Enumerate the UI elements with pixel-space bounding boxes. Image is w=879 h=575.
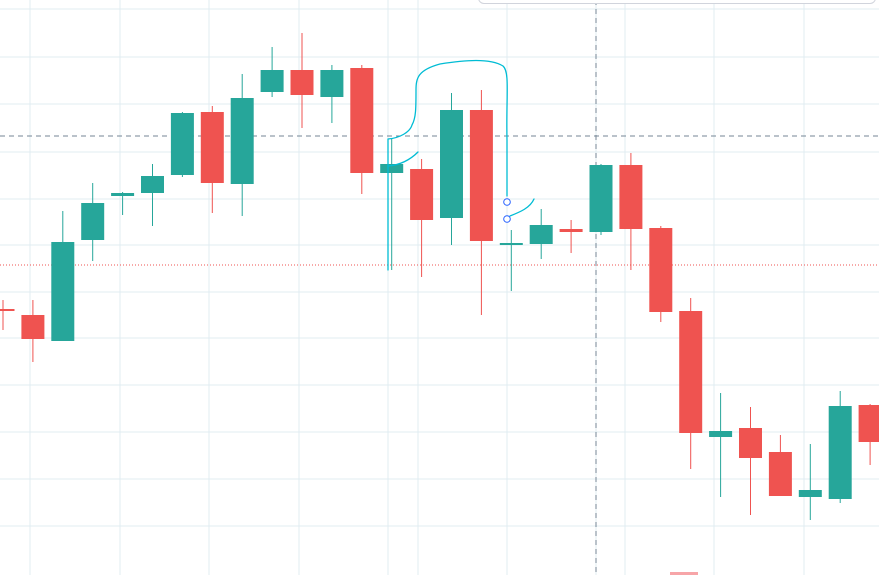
candle-down[interactable] (0, 300, 15, 330)
candle-down[interactable] (768, 435, 792, 496)
candle-body (619, 165, 643, 229)
candle-body (350, 68, 374, 173)
candle-down[interactable] (559, 220, 583, 253)
candle-body (828, 406, 852, 499)
candle-up[interactable] (499, 230, 523, 291)
candle-body (768, 452, 792, 496)
candle-body (81, 203, 105, 240)
candle-up[interactable] (230, 74, 254, 216)
candle-up[interactable] (709, 393, 733, 497)
candle-up[interactable] (260, 47, 284, 97)
candle-up[interactable] (380, 139, 404, 270)
candle-down[interactable] (739, 407, 762, 515)
candle-body (589, 165, 613, 232)
candle-up[interactable] (111, 192, 135, 215)
candle-body (529, 225, 553, 244)
freehand-drawing[interactable] (387, 59, 535, 271)
drawing-handle[interactable] (503, 215, 511, 223)
candle-body (709, 431, 733, 437)
candle-body (170, 113, 194, 175)
candle-down[interactable] (350, 65, 374, 194)
candle-body (440, 110, 463, 218)
candle-up[interactable] (51, 211, 75, 341)
candle-body (798, 490, 822, 497)
candle-body (260, 70, 284, 92)
candle-body (469, 110, 493, 241)
candle-body (111, 193, 135, 196)
candle-up[interactable] (440, 93, 463, 245)
drawing-stroke-end (509, 198, 535, 217)
drawing-handle[interactable] (503, 198, 511, 206)
candle-down[interactable] (619, 153, 643, 270)
candle-down[interactable] (469, 90, 493, 315)
candle-up[interactable] (798, 444, 822, 520)
candle-down[interactable] (679, 298, 703, 469)
candle-up[interactable] (589, 164, 613, 235)
floating-toolbar-edge[interactable] (478, 0, 876, 4)
price-axis-marker (670, 572, 698, 575)
candle-body (0, 309, 15, 311)
candle-up[interactable] (828, 391, 852, 503)
candle-up[interactable] (320, 65, 344, 123)
candle-up[interactable] (81, 183, 105, 261)
candle-up[interactable] (141, 164, 164, 226)
candle-body (858, 405, 879, 442)
candle-body (499, 243, 523, 245)
candle-body (51, 242, 75, 341)
candle-down[interactable] (200, 106, 224, 213)
candle-down[interactable] (649, 226, 673, 322)
candle-body (200, 112, 224, 183)
drawing-stroke-bracket (387, 59, 508, 271)
candle-body (649, 228, 673, 312)
candle-down[interactable] (410, 159, 434, 277)
candle-up[interactable] (529, 209, 553, 259)
candle-down[interactable] (290, 33, 314, 128)
candle-body (679, 311, 703, 433)
candle-down[interactable] (21, 300, 45, 362)
candle-body (141, 176, 164, 193)
drawing-stroke-tick (387, 151, 419, 167)
candle-up[interactable] (170, 112, 194, 177)
candle-body (380, 164, 404, 173)
candle-body (739, 428, 762, 458)
candle-body (320, 70, 344, 97)
candles[interactable] (0, 33, 879, 520)
candle-down[interactable] (858, 404, 879, 465)
candle-body (21, 315, 45, 339)
candle-body (410, 169, 434, 220)
candle-body (230, 98, 254, 184)
candle-body (559, 229, 583, 232)
candle-body (290, 70, 314, 95)
